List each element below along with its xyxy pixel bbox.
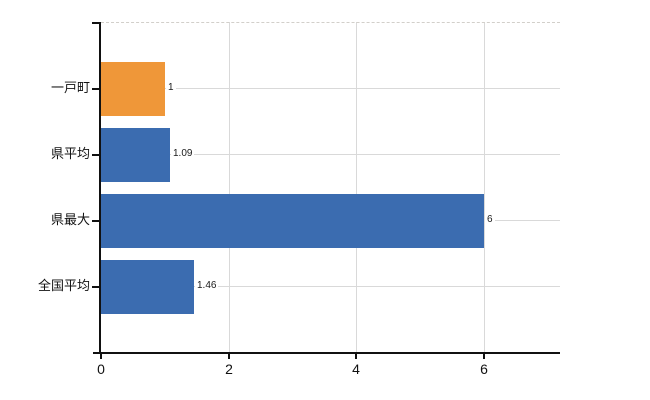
x-tick-label: 2 <box>225 361 233 377</box>
value-label: 1 <box>166 81 176 95</box>
value-label: 1.09 <box>171 147 195 161</box>
row-gridline <box>101 286 560 287</box>
x-tick-label: 0 <box>97 361 105 377</box>
value-label: 1.46 <box>195 279 219 293</box>
category-label: 県平均 <box>50 146 90 161</box>
plot-top-border <box>101 22 560 23</box>
y-axis-tick <box>92 154 101 156</box>
x-tick-label: 4 <box>352 361 360 377</box>
x-gridline <box>229 22 230 352</box>
y-axis-top-tick <box>92 22 101 24</box>
y-axis-tick <box>92 286 101 288</box>
bar <box>101 194 484 248</box>
x-axis-tick <box>483 354 485 359</box>
x-gridline <box>484 22 485 352</box>
x-gridline <box>356 22 357 352</box>
bar <box>101 260 194 314</box>
x-axis-tick <box>228 354 230 359</box>
row-gridline <box>101 154 560 155</box>
y-axis-tick <box>92 88 101 90</box>
category-label: 全国平均 <box>37 278 90 293</box>
x-tick-label: 6 <box>480 361 488 377</box>
x-axis-tick <box>355 354 357 359</box>
y-axis-line <box>99 22 101 354</box>
y-axis-tick <box>92 220 101 222</box>
value-label: 6 <box>485 213 495 227</box>
bar <box>101 128 170 182</box>
x-axis-tick <box>100 354 102 359</box>
row-gridline <box>101 88 560 89</box>
category-label: 県最大 <box>50 212 90 227</box>
bar <box>101 62 165 116</box>
x-axis-line <box>93 352 560 354</box>
category-label: 一戸町 <box>50 80 90 95</box>
